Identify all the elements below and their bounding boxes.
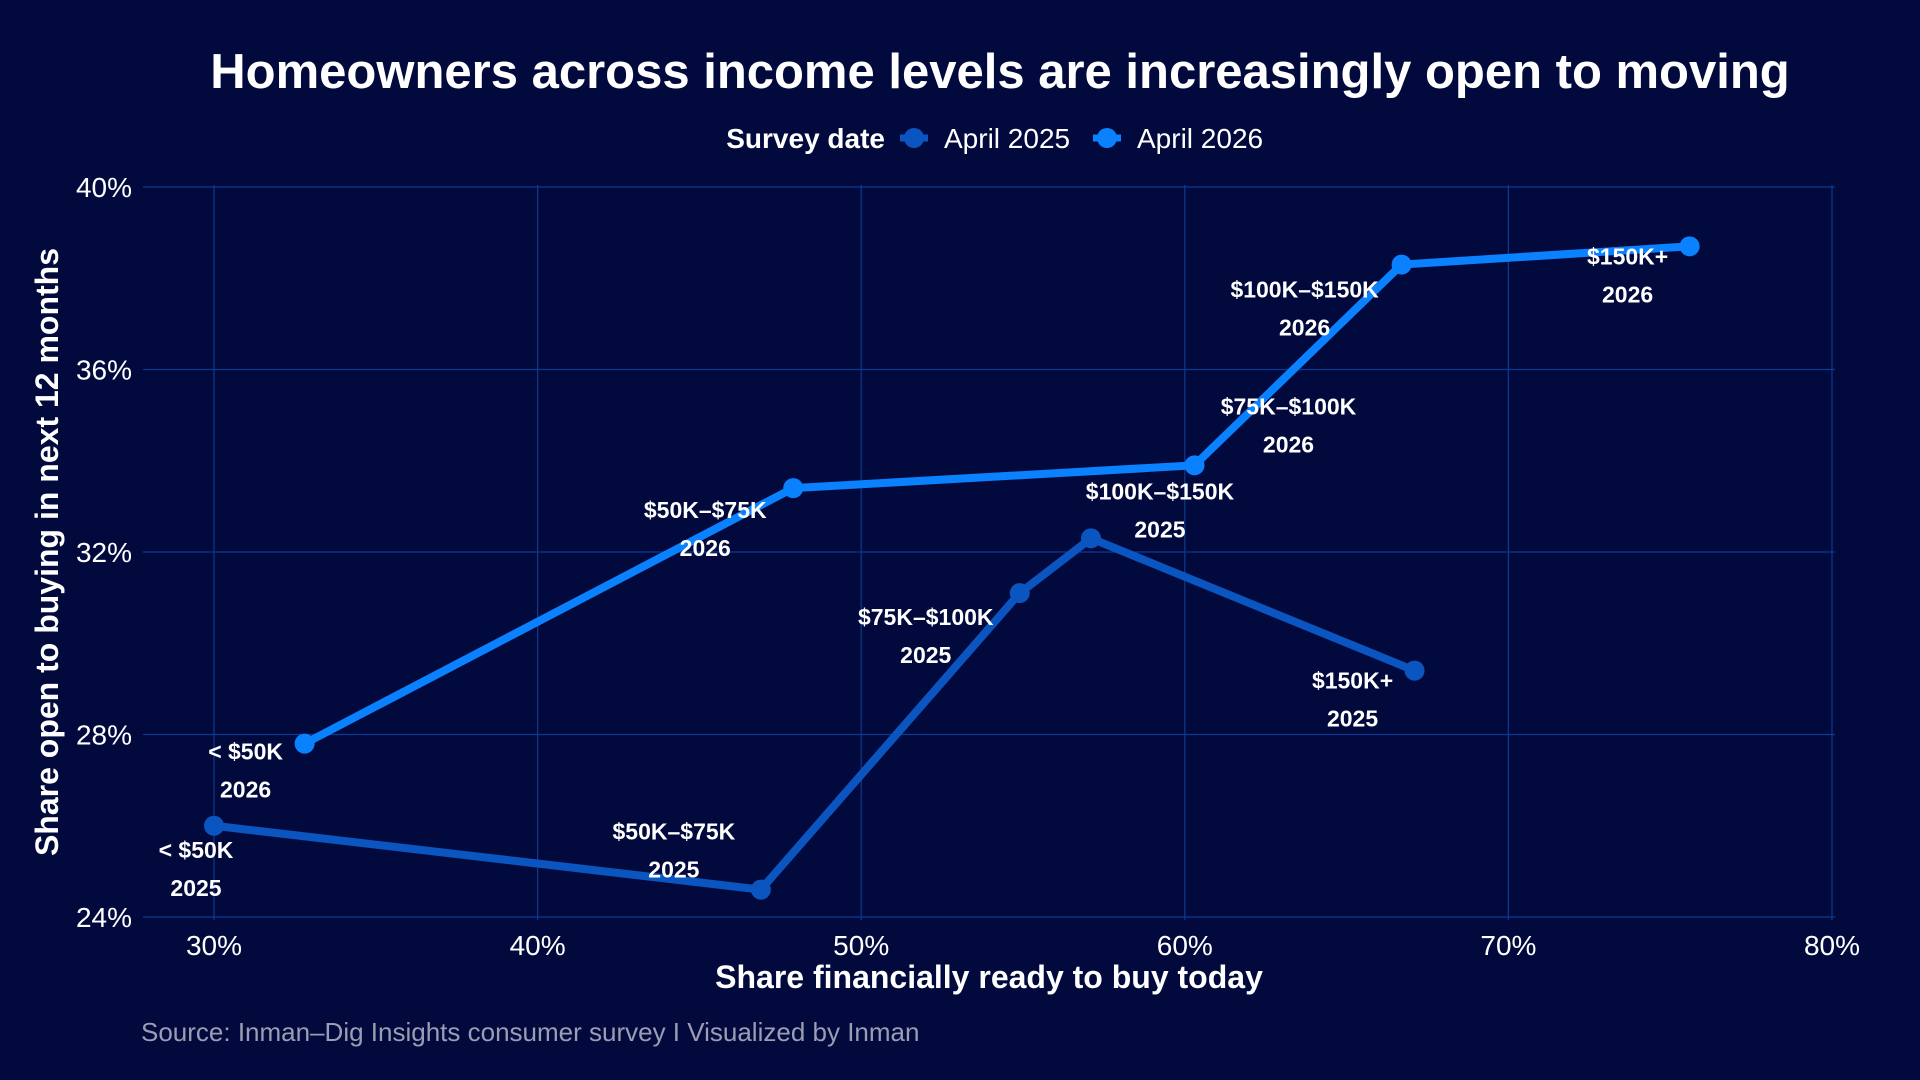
point-label-year: 2025: [1327, 706, 1378, 732]
point-label-income: $150K+: [1587, 243, 1668, 269]
data-point: [1391, 254, 1412, 275]
data-point: [1679, 236, 1700, 257]
point-label-income: < $50K: [159, 837, 234, 863]
source-note: Source: Inman–Dig Insights consumer surv…: [141, 1017, 919, 1047]
y-axis-ticks: 24% 28% 32% 36% 40%: [76, 172, 132, 933]
x-axis-ticks: 30% 40% 50% 60% 70% 80%: [186, 930, 1860, 961]
series-april-2025: [204, 528, 1425, 900]
legend-marker-2025: [904, 128, 924, 148]
point-label-income: $50K–$75K: [644, 497, 767, 523]
data-point: [750, 879, 771, 900]
series-line: [302, 242, 1690, 748]
data-point: [294, 733, 315, 754]
legend-label-2025: April 2025: [944, 123, 1070, 154]
point-label-income: $50K–$75K: [613, 819, 736, 845]
point-label-income: $100K–$150K: [1086, 478, 1235, 504]
legend-title: Survey date: [726, 123, 885, 154]
series-layer: [204, 236, 1700, 900]
x-tick-label: 30%: [186, 930, 242, 961]
y-tick-label: 28%: [76, 720, 132, 751]
point-label-income: $100K–$150K: [1230, 277, 1379, 303]
point-label-income: $75K–$100K: [858, 604, 994, 630]
legend-item-2025: April 2025: [900, 123, 1070, 154]
gridlines: [143, 185, 1835, 920]
point-label-year: 2025: [900, 642, 951, 668]
point-label-income: < $50K: [208, 739, 283, 765]
point-label-year: 2026: [1279, 315, 1330, 341]
series-april-2026: [294, 236, 1700, 754]
legend-marker-2026: [1097, 128, 1117, 148]
point-label-year: 2025: [1134, 516, 1185, 542]
y-tick-label: 32%: [76, 537, 132, 568]
data-point: [783, 478, 804, 499]
y-axis-title: Share open to buying in next 12 months: [29, 248, 65, 856]
chart-title: Homeowners across income levels are incr…: [210, 45, 1789, 99]
point-label-year: 2026: [680, 535, 731, 561]
y-tick-label: 24%: [76, 902, 132, 933]
point-label-income: $75K–$100K: [1221, 393, 1357, 419]
x-tick-label: 60%: [1157, 930, 1213, 961]
data-point: [1080, 528, 1101, 549]
legend-item-2026: April 2026: [1093, 123, 1263, 154]
data-point: [204, 815, 224, 836]
point-label-income: $150K+: [1312, 668, 1393, 694]
y-tick-label: 36%: [76, 355, 132, 386]
series-line: [213, 534, 1417, 894]
point-label-year: 2025: [648, 857, 699, 883]
point-labels: < $50K 2025 $50K–$75K 2025 $75K–$100K 2025 $10…: [159, 243, 1669, 900]
point-label-year: 2026: [220, 777, 271, 803]
x-tick-label: 70%: [1480, 930, 1536, 961]
y-tick-label: 40%: [76, 172, 132, 203]
x-tick-label: 80%: [1804, 930, 1860, 961]
legend-label-2026: April 2026: [1137, 123, 1263, 154]
data-point: [1009, 583, 1030, 604]
x-axis-title: Share financially ready to buy today: [715, 959, 1263, 995]
point-label-year: 2025: [170, 875, 221, 901]
point-label-year: 2026: [1602, 281, 1653, 307]
data-point: [1184, 455, 1205, 476]
x-tick-label: 40%: [510, 930, 566, 961]
data-point: [1404, 660, 1425, 681]
legend: Survey date April 2025 April 2026: [726, 123, 1263, 154]
x-tick-label: 50%: [833, 930, 889, 961]
point-label-year: 2026: [1263, 431, 1314, 457]
